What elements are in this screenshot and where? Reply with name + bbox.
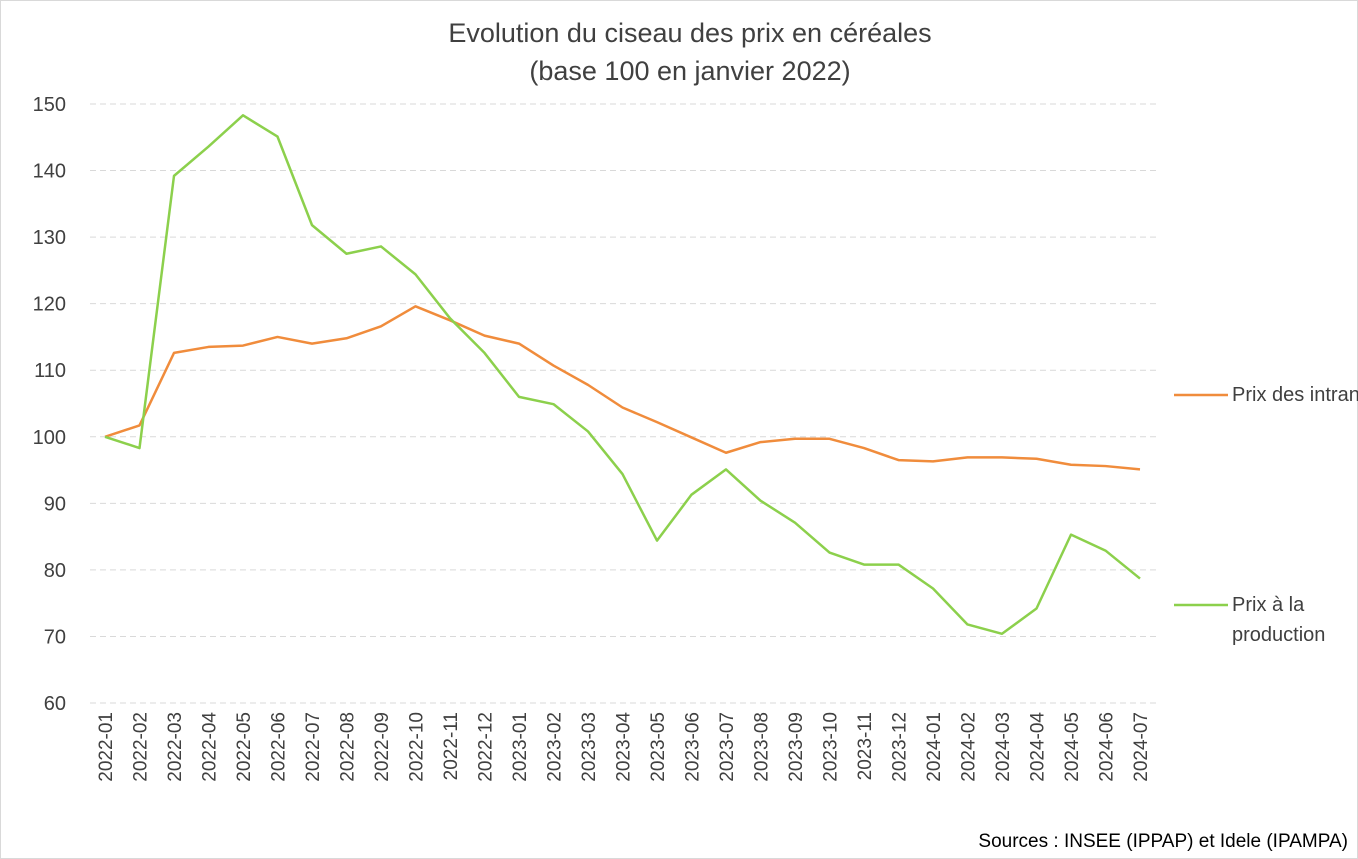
y-tick-label: 60 <box>44 693 66 715</box>
x-tick-label: 2022-06 <box>269 712 290 782</box>
chart-subtitle: (base 100 en janvier 2022) <box>529 56 850 86</box>
x-tick-label: 2023-08 <box>752 712 773 782</box>
y-tick-label: 130 <box>33 227 66 249</box>
x-tick-label: 2023-01 <box>510 712 531 782</box>
x-tick-label: 2023-05 <box>648 712 669 782</box>
x-tick-label: 2022-08 <box>338 712 359 782</box>
x-tick-label: 2024-07 <box>1131 712 1152 782</box>
x-tick-label: 2023-02 <box>545 712 566 782</box>
x-tick-label: 2022-07 <box>303 712 324 782</box>
x-tick-label: 2024-03 <box>993 712 1014 782</box>
y-tick-label: 70 <box>44 626 66 648</box>
x-tick-label: 2023-09 <box>786 712 807 782</box>
x-tick-label: 2023-04 <box>614 712 635 782</box>
x-tick-label: 2022-01 <box>96 712 117 782</box>
y-tick-label: 110 <box>34 360 66 382</box>
chart-title: Evolution du ciseau des prix en céréales <box>448 18 931 48</box>
legend-label: Prix à la production <box>1232 594 1326 646</box>
x-tick-label: 2023-12 <box>890 712 911 782</box>
x-tick-label: 2023-07 <box>717 712 738 782</box>
y-tick-label: 140 <box>33 161 66 183</box>
x-tick-label: 2022-11 <box>441 712 462 780</box>
x-tick-label: 2022-03 <box>165 712 186 782</box>
legend-label: Prix des intrants <box>1232 384 1358 406</box>
y-tick-label: 150 <box>33 94 66 116</box>
x-tick-label: 2022-09 <box>372 712 393 782</box>
source-note: Sources : INSEE (IPPAP) et Idele (IPAMPA… <box>978 831 1348 852</box>
y-tick-label: 100 <box>33 427 66 449</box>
x-tick-label: 2022-04 <box>200 712 221 782</box>
x-tick-label: 2023-06 <box>683 712 704 782</box>
x-tick-label: 2024-05 <box>1062 712 1083 782</box>
y-tick-label: 80 <box>44 560 66 582</box>
x-tick-label: 2024-02 <box>959 712 980 782</box>
series-line <box>104 305 1141 471</box>
x-tick-label: 2022-05 <box>234 712 255 782</box>
x-tick-label: 2024-01 <box>924 712 945 782</box>
y-tick-label: 120 <box>33 294 66 316</box>
x-tick-label: 2022-02 <box>131 712 152 782</box>
x-tick-label: 2023-03 <box>579 712 600 782</box>
x-tick-label: 2024-06 <box>1097 712 1118 782</box>
y-tick-label: 90 <box>44 493 66 515</box>
x-tick-label: 2022-12 <box>476 712 497 782</box>
x-tick-label: 2022-10 <box>407 712 428 782</box>
x-tick-label: 2023-10 <box>821 712 842 782</box>
series-line <box>104 114 1141 636</box>
x-tick-label: 2024-04 <box>1028 712 1049 782</box>
x-tick-label: 2023-11 <box>855 712 876 780</box>
